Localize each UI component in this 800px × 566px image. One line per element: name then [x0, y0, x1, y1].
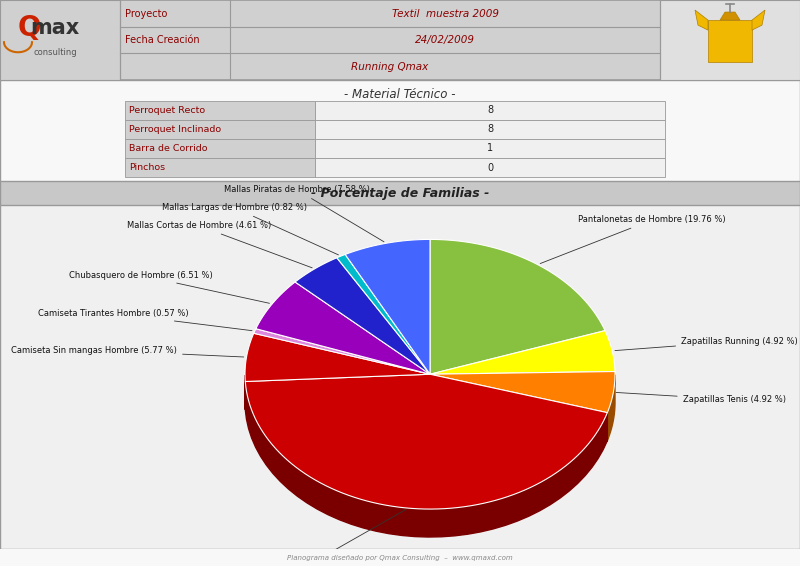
Text: 24/02/2009: 24/02/2009	[415, 35, 475, 45]
Text: 0: 0	[487, 162, 493, 173]
Text: Zapatillas Tenis (4.92 %): Zapatillas Tenis (4.92 %)	[616, 392, 786, 404]
Bar	[315, 101, 665, 119]
Bar	[125, 119, 315, 139]
Bar	[125, 101, 315, 119]
Bar	[660, 0, 800, 80]
Text: Camiseta Manga Corta Hombre (44.55 %): Camiseta Manga Corta Hombre (44.55 %)	[225, 509, 406, 566]
Polygon shape	[607, 375, 615, 440]
Text: Proyecto: Proyecto	[125, 9, 167, 19]
Polygon shape	[345, 239, 430, 374]
Polygon shape	[256, 282, 430, 374]
Bar	[125, 158, 315, 177]
Text: Running Qmax: Running Qmax	[351, 62, 429, 72]
Polygon shape	[430, 374, 607, 440]
Text: - Porcentaje de Familias -: - Porcentaje de Familias -	[311, 187, 489, 200]
Text: Chubasquero de Hombre (6.51 %): Chubasquero de Hombre (6.51 %)	[69, 271, 270, 303]
Text: Mallas Largas de Hombre (0.82 %): Mallas Largas de Hombre (0.82 %)	[162, 203, 338, 255]
Polygon shape	[246, 374, 430, 409]
Text: Camiseta Tirantes Hombre (0.57 %): Camiseta Tirantes Hombre (0.57 %)	[38, 309, 252, 331]
Text: Planograma diseñado por Qmax Consulting  –  www.qmaxd.com: Planograma diseñado por Qmax Consulting …	[287, 555, 513, 560]
Polygon shape	[337, 254, 430, 374]
Text: Barra de Corrido: Barra de Corrido	[129, 144, 207, 153]
Text: Camiseta Sin mangas Hombre (5.77 %): Camiseta Sin mangas Hombre (5.77 %)	[11, 346, 244, 357]
Polygon shape	[708, 20, 752, 62]
Bar	[0, 0, 120, 80]
Bar	[315, 119, 665, 139]
Text: max: max	[30, 18, 79, 38]
Text: Textil  muestra 2009: Textil muestra 2009	[391, 9, 498, 19]
Polygon shape	[246, 374, 430, 409]
Polygon shape	[720, 12, 740, 20]
Polygon shape	[430, 331, 615, 374]
Text: 1: 1	[487, 143, 493, 153]
Polygon shape	[430, 374, 607, 440]
Text: consulting: consulting	[33, 48, 77, 57]
Polygon shape	[695, 10, 708, 30]
Text: Q: Q	[18, 14, 42, 42]
Bar	[125, 139, 315, 158]
Polygon shape	[246, 381, 607, 537]
Text: Pantalonetas de Hombre (19.76 %): Pantalonetas de Hombre (19.76 %)	[540, 216, 726, 264]
Text: Pinchos: Pinchos	[129, 163, 165, 172]
Polygon shape	[254, 329, 430, 374]
Bar	[315, 158, 665, 177]
Text: Mallas Cortas de Hombre (4.61 %): Mallas Cortas de Hombre (4.61 %)	[127, 221, 312, 268]
Text: 8: 8	[487, 105, 493, 115]
Polygon shape	[430, 239, 605, 374]
Bar	[315, 139, 665, 158]
Polygon shape	[430, 371, 615, 413]
Text: Perroquet Inclinado: Perroquet Inclinado	[129, 125, 221, 134]
Text: - Material Técnico -: - Material Técnico -	[344, 88, 456, 101]
Text: Perroquet Recto: Perroquet Recto	[129, 106, 205, 114]
Polygon shape	[246, 374, 607, 509]
Polygon shape	[245, 333, 430, 381]
Polygon shape	[752, 10, 765, 30]
Text: 8: 8	[487, 124, 493, 134]
Text: Mallas Piratas de Hombre (7.58 %): Mallas Piratas de Hombre (7.58 %)	[224, 185, 384, 242]
Text: Fecha Creación: Fecha Creación	[125, 35, 200, 45]
Polygon shape	[295, 258, 430, 374]
Text: Zapatillas Running (4.92 %): Zapatillas Running (4.92 %)	[615, 337, 798, 350]
Ellipse shape	[245, 267, 615, 537]
